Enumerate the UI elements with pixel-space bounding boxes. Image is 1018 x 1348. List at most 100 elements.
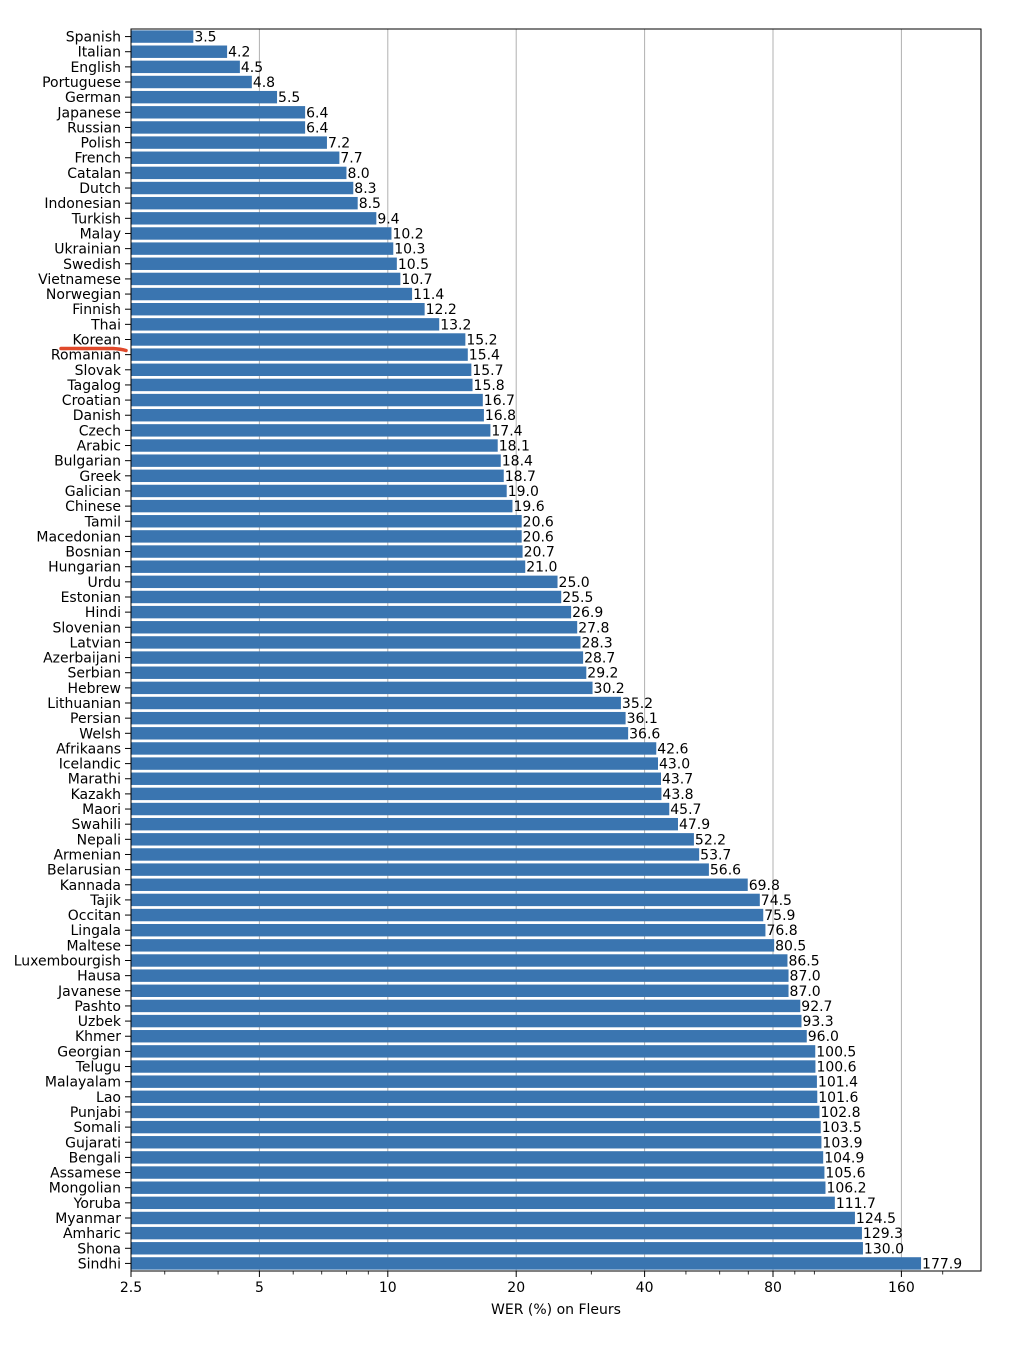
bar-value-label: 103.5 xyxy=(822,1120,862,1136)
category-label: Korean xyxy=(72,333,121,349)
bar xyxy=(131,833,694,846)
category-label: English xyxy=(70,60,121,76)
bar-value-label: 101.4 xyxy=(818,1075,858,1091)
bar xyxy=(131,969,789,982)
bar xyxy=(131,954,788,967)
bar-value-label: 36.1 xyxy=(627,711,658,727)
bar-value-label: 100.5 xyxy=(816,1044,856,1060)
bar xyxy=(131,1120,821,1134)
bar xyxy=(131,378,473,392)
category-labels: SpanishItalianEnglishPortugueseGermanJap… xyxy=(14,30,122,1273)
bar-value-label: 3.5 xyxy=(194,30,216,46)
x-tick-label: 2.5 xyxy=(120,1280,142,1296)
bar xyxy=(131,1257,922,1270)
category-label: Dutch xyxy=(79,181,121,197)
bar xyxy=(131,666,587,679)
bar-value-label: 17.4 xyxy=(491,423,522,439)
bar-value-label: 15.7 xyxy=(472,363,503,379)
bar-value-label: 47.9 xyxy=(679,817,710,833)
bar-value-label: 130.0 xyxy=(864,1241,904,1257)
bar-value-label: 7.7 xyxy=(340,151,362,167)
bar xyxy=(131,696,621,710)
bar-value-label: 103.9 xyxy=(822,1135,862,1151)
bar xyxy=(131,1226,862,1240)
bar-value-label: 29.2 xyxy=(587,666,618,682)
bar xyxy=(131,287,413,301)
bar-value-label: 36.6 xyxy=(629,726,660,742)
category-label: Serbian xyxy=(68,666,121,682)
x-axis-title: WER (%) on Fleurs xyxy=(491,1302,621,1318)
category-label: Greek xyxy=(79,469,122,485)
bar-value-label: 15.8 xyxy=(474,378,505,394)
bar-value-label: 4.5 xyxy=(241,60,263,76)
bar-value-label: 43.8 xyxy=(662,787,693,803)
bar xyxy=(131,772,661,785)
bar xyxy=(131,605,572,619)
category-label: Portuguese xyxy=(42,75,121,91)
category-label: Swahili xyxy=(72,817,121,833)
category-label: Tagalog xyxy=(66,378,121,394)
bar xyxy=(131,802,670,816)
bar-value-label: 20.6 xyxy=(523,529,554,545)
category-label: Punjabi xyxy=(70,1105,121,1121)
category-label: Catalan xyxy=(67,166,121,182)
bar xyxy=(131,636,581,649)
bar-value-label: 96.0 xyxy=(808,1029,839,1045)
category-label: Danish xyxy=(73,408,121,424)
bar-value-label: 111.7 xyxy=(836,1196,876,1212)
category-label: Ukrainian xyxy=(54,242,121,258)
bar-value-label: 15.4 xyxy=(469,348,500,364)
bar xyxy=(131,257,397,270)
bar xyxy=(131,1151,824,1164)
category-label: Telugu xyxy=(75,1060,121,1076)
category-label: Kannada xyxy=(60,878,121,894)
bar-value-label: 8.3 xyxy=(354,181,376,197)
category-label: Arabic xyxy=(77,439,121,455)
bar xyxy=(131,45,228,58)
bar-value-label: 43.7 xyxy=(662,772,693,788)
category-label: Latvian xyxy=(70,635,122,651)
bar xyxy=(131,1181,826,1194)
bar xyxy=(131,651,584,664)
bar xyxy=(131,363,472,377)
bar xyxy=(131,817,678,831)
bar xyxy=(131,984,789,998)
bar-value-label: 16.8 xyxy=(485,408,516,424)
bar-value-label: 45.7 xyxy=(670,802,701,818)
bar-value-label: 30.2 xyxy=(594,681,625,697)
bar xyxy=(131,923,766,937)
bar xyxy=(131,196,358,210)
category-label: French xyxy=(74,151,121,167)
category-label: Slovenian xyxy=(53,620,121,636)
bar xyxy=(131,333,466,346)
category-label: Luxembourgish xyxy=(14,954,121,970)
bar xyxy=(131,424,491,437)
bar-value-label: 10.3 xyxy=(394,242,425,258)
category-label: Persian xyxy=(70,711,121,727)
bar-value-label: 11.4 xyxy=(413,287,444,303)
bar xyxy=(131,742,657,755)
category-label: Marathi xyxy=(68,772,121,788)
bar-value-label: 18.1 xyxy=(499,439,530,455)
bar-value-label: 5.5 xyxy=(278,90,300,106)
bar-value-label: 35.2 xyxy=(622,696,653,712)
category-label: Croatian xyxy=(62,393,121,409)
category-label: Romanian xyxy=(51,348,121,364)
category-label: Amharic xyxy=(63,1226,121,1242)
bar-value-label: 18.7 xyxy=(505,469,536,485)
bar xyxy=(131,106,306,119)
category-label: Norwegian xyxy=(46,287,121,303)
bar xyxy=(131,181,354,195)
bar-value-label: 10.7 xyxy=(401,272,432,288)
bar-value-label: 8.0 xyxy=(347,166,369,182)
category-label: Yoruba xyxy=(73,1196,121,1212)
category-label: Lao xyxy=(96,1090,121,1106)
bar xyxy=(131,711,626,725)
bar-value-label: 69.8 xyxy=(749,878,780,894)
bar-value-label: 106.2 xyxy=(826,1181,866,1197)
bar-value-label: 75.9 xyxy=(764,908,795,924)
category-label: Macedonian xyxy=(36,529,121,545)
bar-value-label: 6.4 xyxy=(306,120,328,136)
bar xyxy=(131,863,709,876)
